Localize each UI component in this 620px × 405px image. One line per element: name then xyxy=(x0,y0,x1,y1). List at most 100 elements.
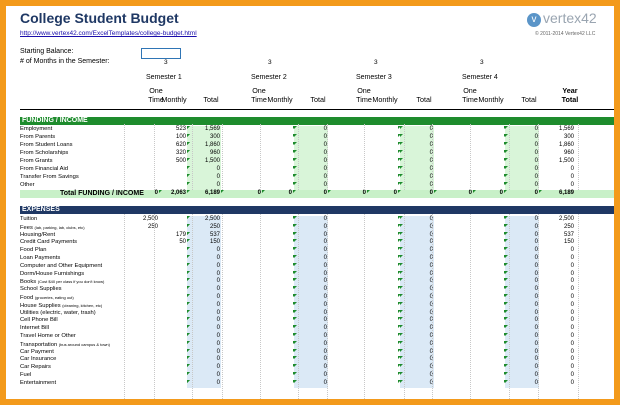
funding-monthly-value[interactable]: 500 xyxy=(175,158,186,164)
col-onetime-s4-one: One xyxy=(463,86,477,95)
comment-marker-icon xyxy=(294,294,297,297)
funding-row-name: From Financial Aid xyxy=(20,166,69,172)
comment-marker-icon xyxy=(505,158,508,161)
starting-balance-input[interactable] xyxy=(141,48,181,59)
expense-total-s3: 0 xyxy=(429,372,433,378)
funding-row-label: From Financial Aid xyxy=(20,166,68,174)
funding-monthly-value[interactable]: 523 xyxy=(175,126,186,132)
comment-marker-icon xyxy=(400,379,403,383)
expense-total-cell-bg xyxy=(505,223,539,232)
funding-total-cell-bg xyxy=(294,150,328,158)
funding-total-s1: 0 xyxy=(216,182,220,188)
funding-total-cell-bg xyxy=(400,126,434,134)
expense-row-label: Computer and Other Equipment xyxy=(20,263,102,271)
expense-total-cell-bg xyxy=(400,223,434,232)
funding-total-cell-bg xyxy=(400,134,434,142)
funding-total-cell-bg xyxy=(505,158,539,166)
funding-total-cell-bg xyxy=(187,158,221,166)
comment-marker-icon xyxy=(187,247,190,251)
grid-line xyxy=(154,214,155,399)
comment-marker-icon xyxy=(505,142,508,145)
funding-total-value: 2,063 xyxy=(170,190,186,196)
funding-total-s4: 0 xyxy=(534,166,538,172)
funding-total-s4: 0 xyxy=(534,158,538,164)
expense-onetime-value[interactable]: 2,500 xyxy=(142,216,158,222)
comment-marker-icon xyxy=(505,333,508,336)
comment-marker-icon xyxy=(187,150,190,153)
grid-line xyxy=(192,124,193,190)
col-onetime-s2: One Time xyxy=(241,86,277,104)
expense-total-s1: 0 xyxy=(216,247,220,254)
template-link[interactable]: http://www.vertex42.com/ExcelTemplates/c… xyxy=(20,30,197,37)
comment-marker-icon xyxy=(398,142,401,145)
comment-marker-icon xyxy=(294,325,297,329)
funding-total-s2: 0 xyxy=(323,166,327,172)
funding-monthly-value[interactable]: 100 xyxy=(175,134,186,140)
comment-marker-icon xyxy=(187,174,190,177)
semester-1-label: Semester 1 xyxy=(146,74,182,81)
expense-total-s1: 537 xyxy=(209,231,220,238)
expense-total-s1: 250 xyxy=(209,223,220,230)
comment-marker-icon xyxy=(398,239,401,243)
col-onetime-s4-time: Time xyxy=(462,95,478,104)
comment-marker-icon xyxy=(187,278,190,282)
comment-marker-icon xyxy=(398,126,401,129)
expense-year-total: 0 xyxy=(570,325,574,332)
expense-monthly-value[interactable]: 50 xyxy=(179,239,186,246)
comment-marker-icon xyxy=(505,166,508,169)
comment-marker-icon xyxy=(400,294,403,297)
expense-total-s4: 0 xyxy=(534,333,538,339)
funding-monthly-value[interactable]: 320 xyxy=(175,150,186,156)
expense-total-s2: 0 xyxy=(323,379,327,386)
funding-total-row xyxy=(20,190,614,198)
grid-line xyxy=(154,124,155,190)
months-sem2[interactable]: 3 xyxy=(268,59,272,66)
expense-total-cell-bg xyxy=(505,286,539,294)
expense-total-s1: 0 xyxy=(216,325,220,332)
expense-row-name: Dorm/House Furnishings xyxy=(20,270,85,277)
comment-marker-icon xyxy=(400,223,403,227)
col-onetime-s3-time: Time xyxy=(356,95,372,104)
funding-total-s1: 0 xyxy=(216,166,220,172)
funding-total-cell-bg xyxy=(187,134,221,142)
expense-total-s4: 0 xyxy=(534,216,538,222)
expense-total-s2: 0 xyxy=(323,364,327,371)
expense-total-s1: 0 xyxy=(216,270,220,277)
col-total-s4: Total xyxy=(521,95,537,104)
comment-marker-icon xyxy=(294,255,297,258)
funding-monthly-value[interactable]: 620 xyxy=(175,142,186,148)
funding-header: FUNDING / INCOME xyxy=(20,117,614,125)
funding-year-total: 0 xyxy=(570,166,574,172)
expense-total-cell-bg xyxy=(187,294,221,302)
expense-total-cell-bg xyxy=(400,348,434,357)
expense-total-cell-bg xyxy=(505,333,539,341)
comment-marker-icon xyxy=(294,223,297,227)
expense-total-s2: 0 xyxy=(323,239,327,246)
months-sem3[interactable]: 3 xyxy=(374,59,378,66)
expense-row-label: School Supplies xyxy=(20,286,62,294)
comment-marker-icon xyxy=(400,239,403,243)
comment-marker-icon xyxy=(187,379,190,383)
comment-marker-icon xyxy=(398,223,401,227)
comment-marker-icon xyxy=(398,150,401,153)
months-sem4[interactable]: 3 xyxy=(480,59,484,66)
expense-row-name: Cell Phone Bill xyxy=(20,317,58,324)
expense-total-cell-bg xyxy=(294,372,328,380)
expense-monthly-value[interactable]: 179 xyxy=(175,231,186,238)
grid-line xyxy=(509,124,510,190)
comment-marker-icon xyxy=(294,356,297,360)
expense-total-s4: 0 xyxy=(534,239,538,246)
comment-marker-icon xyxy=(294,174,297,177)
expense-row-name: Travel Home or Other xyxy=(20,333,76,339)
funding-total-value: 0 xyxy=(323,190,327,196)
funding-total-s3: 0 xyxy=(429,150,433,156)
col-total-s3: Total xyxy=(416,95,432,104)
expense-total-cell-bg xyxy=(187,356,221,365)
expense-year-total: 0 xyxy=(570,278,574,285)
funding-total-cell-bg xyxy=(505,142,539,150)
expense-onetime-value[interactable]: 250 xyxy=(147,223,158,230)
months-sem1[interactable]: 3 xyxy=(164,59,168,66)
funding-total-s3: 0 xyxy=(429,174,433,180)
col-year-total-label: Total xyxy=(561,95,579,104)
comment-marker-icon xyxy=(398,340,401,344)
